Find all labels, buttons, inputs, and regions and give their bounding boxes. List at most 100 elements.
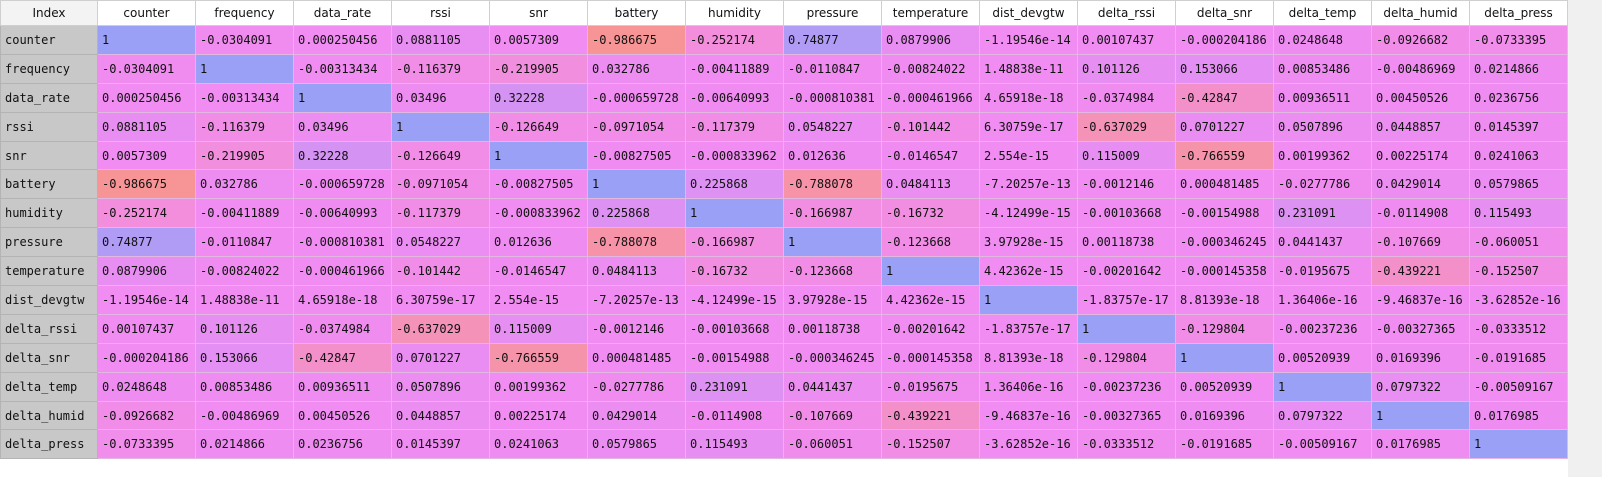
table-cell[interactable]: -0.000810381 xyxy=(293,227,392,258)
column-header-delta-temp[interactable]: delta_temp xyxy=(1273,0,1372,26)
table-cell[interactable]: 1 xyxy=(293,82,392,113)
table-cell[interactable]: -0.101442 xyxy=(881,111,980,142)
table-cell[interactable]: -1.83757e-17 xyxy=(979,313,1078,344)
table-cell[interactable]: -0.000346245 xyxy=(783,342,882,373)
table-cell[interactable]: 0.0057309 xyxy=(97,140,196,171)
table-cell[interactable]: -3.62852e-16 xyxy=(1469,285,1568,315)
table-cell[interactable]: 0.00520939 xyxy=(1175,371,1274,402)
table-cell[interactable]: -0.0333512 xyxy=(1469,313,1568,344)
table-cell[interactable]: -0.0191685 xyxy=(1469,342,1568,373)
table-cell[interactable]: -0.000145358 xyxy=(1175,256,1274,287)
table-cell[interactable]: 0.32228 xyxy=(489,82,588,113)
table-cell[interactable]: 1 xyxy=(391,111,490,142)
row-header-data-rate[interactable]: data_rate xyxy=(0,82,98,113)
table-cell[interactable]: -0.000461966 xyxy=(881,82,980,113)
column-header-temperature[interactable]: temperature xyxy=(881,0,980,26)
table-cell[interactable]: 0.225868 xyxy=(685,169,784,200)
table-cell[interactable]: -0.0926682 xyxy=(97,400,196,431)
table-cell[interactable]: 0.03496 xyxy=(293,111,392,142)
table-cell[interactable]: -0.0012146 xyxy=(587,313,686,344)
table-cell[interactable]: -0.000461966 xyxy=(293,256,392,287)
table-cell[interactable]: -0.637029 xyxy=(391,313,490,344)
table-cell[interactable]: 4.42362e-15 xyxy=(979,256,1078,287)
table-cell[interactable]: -0.0374984 xyxy=(293,313,392,344)
table-cell[interactable]: 1 xyxy=(1175,342,1274,373)
table-cell[interactable]: 0.00225174 xyxy=(489,400,588,431)
table-cell[interactable]: -0.000659728 xyxy=(293,169,392,200)
table-cell[interactable]: -0.166987 xyxy=(783,198,882,229)
table-cell[interactable]: 1 xyxy=(979,285,1078,315)
table-cell[interactable]: 0.00450526 xyxy=(293,400,392,431)
row-header-frequency[interactable]: frequency xyxy=(0,53,98,84)
table-cell[interactable]: 0.00936511 xyxy=(1273,82,1372,113)
column-header-delta-humid[interactable]: delta_humid xyxy=(1371,0,1470,26)
table-cell[interactable]: -0.00640993 xyxy=(685,82,784,113)
table-cell[interactable]: -0.439221 xyxy=(1371,256,1470,287)
table-cell[interactable]: -9.46837e-16 xyxy=(1371,285,1470,315)
table-cell[interactable]: -0.123668 xyxy=(881,227,980,258)
table-cell[interactable]: -0.439221 xyxy=(881,400,980,431)
table-cell[interactable]: 0.000250456 xyxy=(97,82,196,113)
table-cell[interactable]: -0.0971054 xyxy=(391,169,490,200)
table-cell[interactable]: 1 xyxy=(97,25,196,55)
table-cell[interactable]: -0.00237236 xyxy=(1077,371,1176,402)
table-cell[interactable]: -0.00827505 xyxy=(587,140,686,171)
column-header-delta-press[interactable]: delta_press xyxy=(1469,0,1568,26)
table-cell[interactable]: 0.115493 xyxy=(685,429,784,460)
table-cell[interactable]: -0.252174 xyxy=(685,25,784,55)
table-cell[interactable]: -0.107669 xyxy=(1371,227,1470,258)
table-cell[interactable]: 0.00225174 xyxy=(1371,140,1470,171)
table-cell[interactable]: -0.00486969 xyxy=(195,400,294,431)
column-header-pressure[interactable]: pressure xyxy=(783,0,882,26)
table-cell[interactable]: 0.231091 xyxy=(1273,198,1372,229)
table-cell[interactable]: 0.032786 xyxy=(587,53,686,84)
table-cell[interactable]: 0.0241063 xyxy=(1469,140,1568,171)
table-cell[interactable]: 0.0701227 xyxy=(391,342,490,373)
table-cell[interactable]: 0.00853486 xyxy=(195,371,294,402)
table-cell[interactable]: 1 xyxy=(587,169,686,200)
table-cell[interactable]: 0.153066 xyxy=(195,342,294,373)
row-header-dist-devgtw[interactable]: dist_devgtw xyxy=(0,285,98,315)
table-cell[interactable]: -0.0971054 xyxy=(587,111,686,142)
table-cell[interactable]: -0.00237236 xyxy=(1273,313,1372,344)
table-cell[interactable]: 0.0579865 xyxy=(587,429,686,460)
table-cell[interactable]: -0.00313434 xyxy=(293,53,392,84)
table-cell[interactable]: 1.36406e-16 xyxy=(1273,285,1372,315)
table-cell[interactable]: -0.219905 xyxy=(195,140,294,171)
table-cell[interactable]: -0.0333512 xyxy=(1077,429,1176,460)
table-cell[interactable]: 0.0214866 xyxy=(1469,53,1568,84)
table-cell[interactable]: -0.00154988 xyxy=(685,342,784,373)
table-cell[interactable]: 0.0176985 xyxy=(1371,429,1470,460)
table-cell[interactable]: 0.0441437 xyxy=(783,371,882,402)
table-cell[interactable]: 0.00199362 xyxy=(1273,140,1372,171)
table-cell[interactable]: -0.107669 xyxy=(783,400,882,431)
table-cell[interactable]: -0.00411889 xyxy=(195,198,294,229)
table-cell[interactable]: 1.48838e-11 xyxy=(195,285,294,315)
table-cell[interactable]: -4.12499e-15 xyxy=(685,285,784,315)
table-cell[interactable]: -0.788078 xyxy=(783,169,882,200)
table-cell[interactable]: -7.20257e-13 xyxy=(587,285,686,315)
table-cell[interactable]: -0.00103668 xyxy=(1077,198,1176,229)
table-cell[interactable]: -0.000659728 xyxy=(587,82,686,113)
row-header-pressure[interactable]: pressure xyxy=(0,227,98,258)
table-cell[interactable]: 0.0507896 xyxy=(391,371,490,402)
table-cell[interactable]: -0.0374984 xyxy=(1077,82,1176,113)
table-cell[interactable]: -0.166987 xyxy=(685,227,784,258)
table-cell[interactable]: 0.0881105 xyxy=(97,111,196,142)
table-cell[interactable]: 0.0797322 xyxy=(1273,400,1372,431)
table-cell[interactable]: 1 xyxy=(1077,313,1176,344)
table-cell[interactable]: 0.0507896 xyxy=(1273,111,1372,142)
table-cell[interactable]: 0.74877 xyxy=(97,227,196,258)
column-header-humidity[interactable]: humidity xyxy=(685,0,784,26)
row-header-delta-press[interactable]: delta_press xyxy=(0,429,98,460)
column-header-delta-rssi[interactable]: delta_rssi xyxy=(1077,0,1176,26)
table-cell[interactable]: -0.0191685 xyxy=(1175,429,1274,460)
table-cell[interactable]: 8.81393e-18 xyxy=(979,342,1078,373)
table-cell[interactable]: 0.0057309 xyxy=(489,25,588,55)
table-cell[interactable]: 0.0214866 xyxy=(195,429,294,460)
table-cell[interactable]: -0.0110847 xyxy=(783,53,882,84)
table-cell[interactable]: -0.00154988 xyxy=(1175,198,1274,229)
table-cell[interactable]: -0.060051 xyxy=(1469,227,1568,258)
table-cell[interactable]: 0.0881105 xyxy=(391,25,490,55)
table-cell[interactable]: 0.0448857 xyxy=(1371,111,1470,142)
